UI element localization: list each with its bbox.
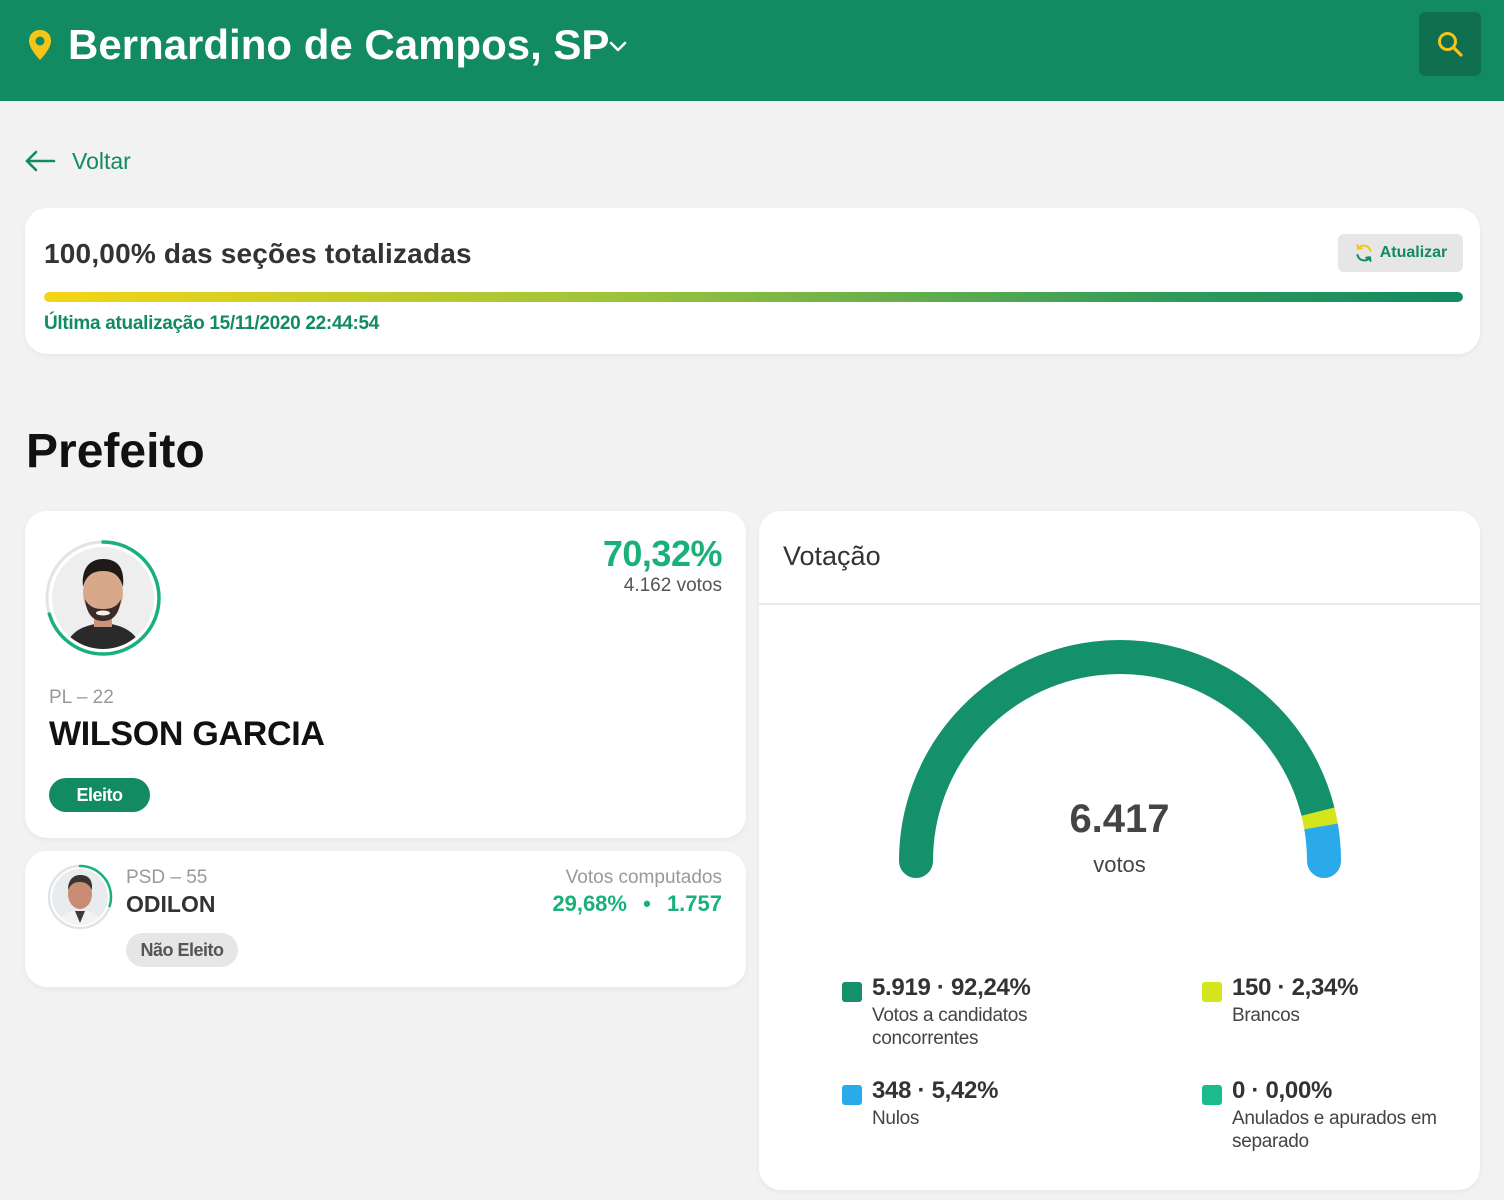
legend-swatch <box>842 1085 862 1105</box>
location-pin-icon <box>29 30 51 60</box>
total-votes: 6.417 <box>1069 797 1170 841</box>
legend-value: 5.919 · 92,24% <box>872 974 1031 1001</box>
legend-swatch <box>1202 1085 1222 1105</box>
totalization-title: 100,00% das seções totalizadas <box>44 238 472 269</box>
legend-value: 150 · 2,34% <box>1232 974 1359 1001</box>
totalization-progress <box>44 292 1463 302</box>
party-number: PL – 22 <box>49 687 114 708</box>
candidate-photo <box>45 540 161 656</box>
candidate-card-not-elected[interactable]: PSD – 55 ODILON Não Eleito Votos computa… <box>25 851 746 987</box>
section-title: Prefeito <box>26 425 205 478</box>
candidate-name: WILSON GARCIA <box>49 715 325 753</box>
candidate-card-elected[interactable]: 70,32% 4.162 votos PL – 22 WILSON GARCIA… <box>25 511 746 838</box>
search-button[interactable] <box>1419 12 1481 76</box>
computed-votes-label: Votos computados <box>565 867 722 888</box>
legend-description: Votos a candidatos concorrentes <box>872 1005 1028 1049</box>
status-badge-elected: Eleito <box>49 778 150 812</box>
party-number: PSD – 55 <box>126 867 208 888</box>
vote-percentage: 29,68% <box>552 891 627 916</box>
votes-gauge-chart <box>899 640 1341 878</box>
gauge-segment-blank <box>1301 807 1338 830</box>
refresh-icon <box>1356 244 1372 262</box>
arrow-left-icon <box>25 150 56 172</box>
refresh-label: Atualizar <box>1379 244 1448 261</box>
totalization-card: 100,00% das seções totalizadas Atualizar… <box>25 208 1480 354</box>
vote-percentage: 70,32% <box>602 533 723 574</box>
refresh-button[interactable]: Atualizar <box>1338 234 1463 272</box>
last-update: Última atualização 15/11/2020 22:44:54 <box>44 313 380 334</box>
computed-votes-value: 29,68% • 1.757 <box>552 891 722 917</box>
candidate-name: ODILON <box>126 891 216 917</box>
progress-fill <box>44 292 1463 302</box>
gauge-cap-end <box>1307 844 1341 878</box>
separator-dot: • <box>643 891 651 916</box>
gauge-segment-valid <box>899 640 1335 862</box>
chart-title: Votação <box>783 541 881 571</box>
legend-value: 348 · 5,42% <box>872 1077 999 1104</box>
voting-chart-card: Votação 6.417 votos 5.919 · 92,24% Votos… <box>759 511 1480 1190</box>
gauge-cap-start <box>899 844 933 878</box>
legend-description: Nulos <box>872 1108 920 1129</box>
legend-description: Brancos <box>1232 1005 1300 1026</box>
legend-value: 0 · 0,00% <box>1232 1077 1333 1104</box>
legend-swatch <box>842 982 862 1002</box>
vote-count: 4.162 votos <box>623 575 722 596</box>
status-badge-not-elected: Não Eleito <box>126 933 238 967</box>
legend-swatch <box>1202 982 1222 1002</box>
total-votes-label: votos <box>1093 852 1146 877</box>
candidate-photo <box>47 864 113 930</box>
top-bar: Bernardino de Campos, SP <box>0 0 1504 101</box>
city-name[interactable]: Bernardino de Campos, SP <box>68 21 610 68</box>
back-link[interactable]: Voltar <box>24 144 131 178</box>
legend-description: Anulados e apurados em separado <box>1232 1108 1437 1152</box>
back-label: Voltar <box>72 147 131 174</box>
search-icon <box>1438 32 1463 57</box>
vote-count: 1.757 <box>666 891 722 916</box>
chevron-down-icon[interactable] <box>606 34 630 58</box>
divider <box>759 603 1480 605</box>
